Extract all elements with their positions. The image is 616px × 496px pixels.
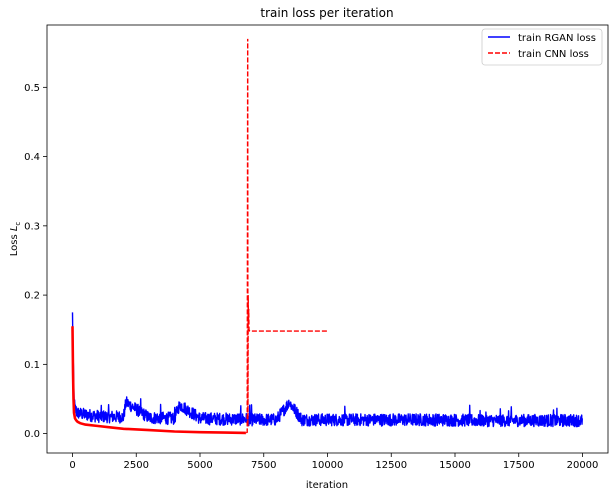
series-layer [71, 38, 583, 435]
x-tick-label: 5000 [187, 460, 212, 471]
y-tick-label: 0.0 [24, 429, 40, 440]
legend: train RGAN loss train CNN loss [481, 28, 603, 66]
x-tick-label: 0 [69, 460, 75, 471]
y-axis-label: Loss Lc [9, 222, 22, 257]
y-tick-label: 0.1 [24, 360, 40, 371]
x-axis-label: iteration [306, 480, 348, 491]
legend-box [481, 28, 603, 66]
x-tick-label: 15000 [439, 460, 471, 471]
y-axis-label-subscript: c [14, 222, 22, 226]
y-tick-label: 0.4 [24, 152, 40, 163]
plot-area [47, 25, 608, 453]
y-axis-label-main: Loss [9, 231, 20, 256]
series-line-rgan [71, 312, 583, 428]
y-tick-label: 0.5 [24, 83, 40, 94]
x-tick-label: 20000 [567, 460, 599, 471]
x-tick-label: 2500 [124, 460, 149, 471]
x-tick-label: 10000 [312, 460, 344, 471]
series-line-cnn [71, 38, 328, 434]
chart-title: train loss per iteration [260, 6, 393, 20]
y-tick-label: 0.3 [24, 221, 40, 232]
x-tick-label: 7500 [251, 460, 276, 471]
legend-label-cnn: train CNN loss [518, 49, 589, 60]
y-tick-label: 0.2 [24, 291, 40, 302]
y-axis-label-italic: L [9, 226, 20, 232]
y-axis: 0.0 0.1 0.2 0.3 0.4 0.5 [24, 83, 47, 440]
x-tick-label: 12500 [375, 460, 407, 471]
legend-label-rgan: train RGAN loss [518, 33, 596, 44]
x-axis: 0 2500 5000 7500 10000 12500 15000 17500 20000 [69, 453, 598, 471]
x-tick-label: 17500 [503, 460, 535, 471]
